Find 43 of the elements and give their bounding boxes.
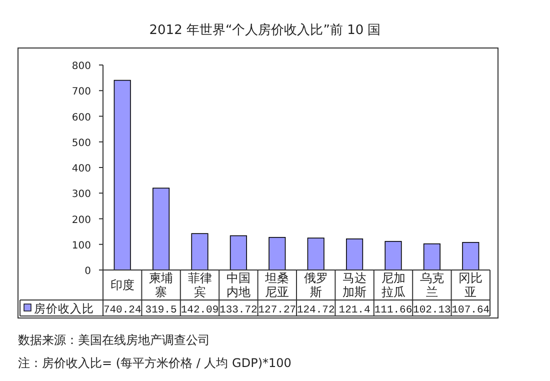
y-tick-label: 300 [72, 189, 91, 200]
bar [114, 80, 131, 270]
data-label: 107.64 [452, 304, 490, 316]
bar [191, 233, 208, 270]
data-label: 111.66 [374, 304, 412, 316]
x-tick-label: 乌克兰 [420, 271, 444, 299]
bar [268, 236, 286, 270]
x-tick-label: 坦桑尼亚 [264, 271, 290, 299]
bar [307, 238, 324, 270]
bar [384, 240, 402, 270]
y-tick-label: 600 [72, 112, 91, 124]
bar [152, 188, 170, 270]
y-tick-label: 700 [72, 86, 91, 98]
y-tick-label: 100 [72, 240, 91, 252]
data-label: 319.5 [145, 304, 177, 316]
x-tick-label: 俄罗斯 [304, 271, 328, 299]
bar [346, 238, 364, 270]
text: 注：房价收入比= (每平方米价格 / 人均 GDP)*100 [18, 356, 292, 370]
data-label: 127.27 [258, 304, 296, 316]
x-tick-label: 冈比亚 [458, 271, 483, 299]
x-tick-label: 中国内地 [226, 271, 250, 299]
y-tick-label: 800 [72, 61, 91, 72]
source-note: 数据来源：美国在线房地产调查公司 [18, 333, 210, 347]
data-label: 124.72 [296, 304, 335, 316]
x-tick-label: 柬埔寨 [149, 271, 174, 299]
chart-title: 2012 年世界“个人房价收入比”前 10 国 [149, 22, 381, 38]
x-tick-label: 菲律宾 [188, 271, 212, 299]
y-tick-label: 500 [72, 138, 91, 149]
bar [230, 235, 247, 270]
x-tick-label: 印度 [110, 278, 134, 292]
bar [462, 242, 480, 270]
bar [423, 243, 440, 270]
legend-label: 房价收入比 [34, 302, 94, 316]
data-label: 142.09 [180, 304, 219, 316]
data-label: 740.24 [103, 304, 142, 316]
x-tick-label: 尼加拉瓜 [381, 271, 406, 299]
y-tick-label: 400 [72, 164, 91, 174]
y-tick-label: 200 [72, 214, 91, 226]
x-tick-label: 马达加斯 [342, 271, 367, 299]
data-label: 121.4 [338, 304, 370, 316]
data-label: 133.72 [220, 304, 258, 316]
data-label: 102.13 [413, 304, 451, 316]
y-tick-label: 0 [84, 266, 91, 277]
